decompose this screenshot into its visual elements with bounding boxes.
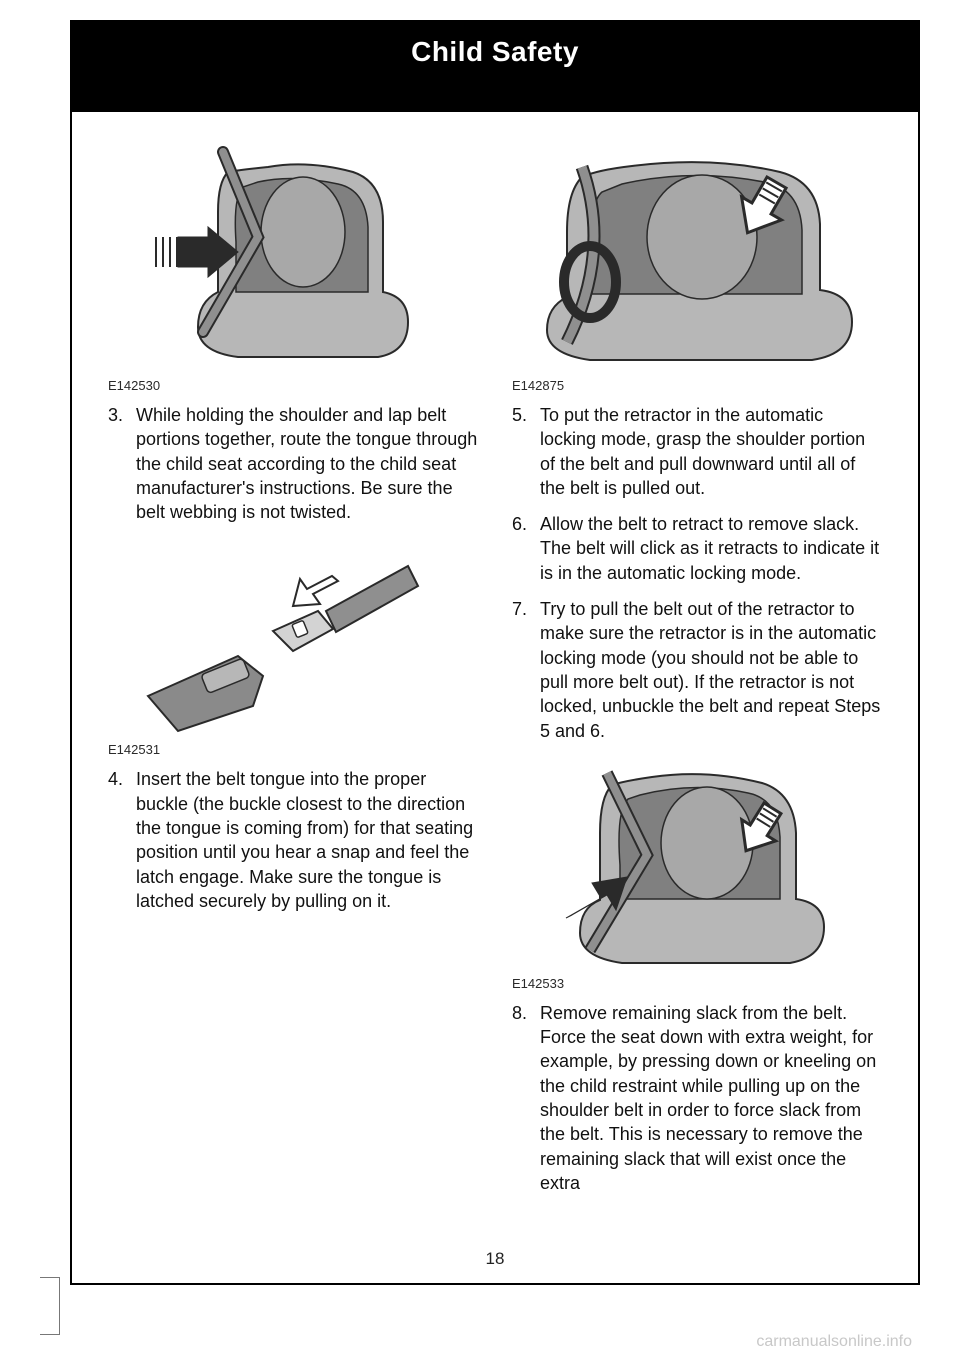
step-item: 3. While holding the shoulder and lap be… (108, 403, 478, 524)
step-text: Remove remaining slack from the belt. Fo… (540, 1001, 882, 1195)
binder-tab (40, 1277, 60, 1335)
step-item: 5. To put the retractor in the automatic… (512, 403, 882, 500)
step-number: 3. (108, 403, 136, 524)
watermark: carmanualsonline.info (756, 1333, 912, 1351)
left-column: E142530 3. While holding the shoulder an… (108, 142, 478, 1207)
right-column: E142875 5. To put the retractor in the a… (512, 142, 882, 1207)
step-number: 8. (512, 1001, 540, 1195)
step-item: 8. Remove remaining slack from the belt.… (512, 1001, 882, 1195)
step-text: Insert the belt tongue into the proper b… (136, 767, 478, 913)
figure-label: E142530 (108, 378, 478, 393)
figure-label: E142533 (512, 976, 882, 991)
step-number: 7. (512, 597, 540, 743)
figure-belt-buckle (108, 536, 478, 736)
step-number: 6. (512, 512, 540, 585)
step-number: 4. (108, 767, 136, 913)
header-bar: Child Safety (72, 22, 918, 112)
step-item: 4. Insert the belt tongue into the prope… (108, 767, 478, 913)
page-frame: Child Safety (70, 20, 920, 1285)
step-number: 5. (512, 403, 540, 500)
step-item: 6. Allow the belt to retract to remove s… (512, 512, 882, 585)
figure-remove-slack (512, 755, 882, 970)
figure-seat-belt-routing (108, 142, 478, 372)
figure-pull-shoulder-belt (512, 142, 882, 372)
step-item: 7. Try to pull the belt out of the retra… (512, 597, 882, 743)
content-columns: E142530 3. While holding the shoulder an… (72, 112, 918, 1207)
page-title: Child Safety (411, 36, 579, 68)
page-number: 18 (72, 1249, 918, 1269)
step-text: Allow the belt to retract to remove slac… (540, 512, 882, 585)
figure-label: E142531 (108, 742, 478, 757)
figure-label: E142875 (512, 378, 882, 393)
step-text: While holding the shoulder and lap belt … (136, 403, 478, 524)
step-text: To put the retractor in the automatic lo… (540, 403, 882, 500)
step-text: Try to pull the belt out of the retracto… (540, 597, 882, 743)
